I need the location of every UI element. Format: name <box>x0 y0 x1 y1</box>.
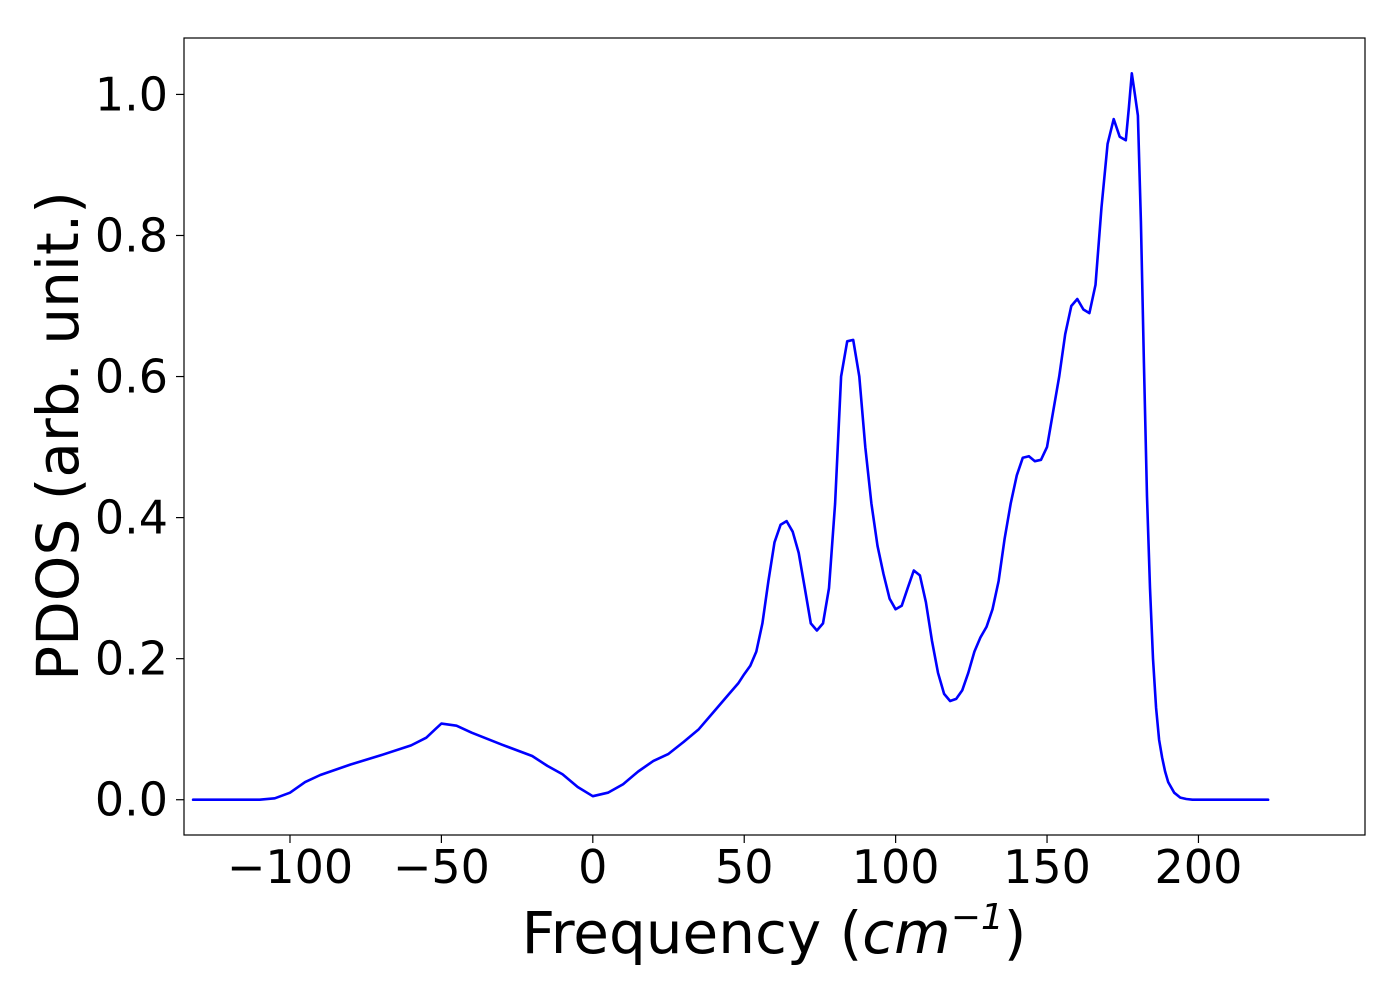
y-tick-label: 0.0 <box>95 773 168 827</box>
x-tick-label: 100 <box>852 840 940 894</box>
pdos-series-line <box>191 72 1270 801</box>
ticks-layer: −100 −50 0 50 100 150 200 0.0 0.2 0.4 0.6 0.8 1.0 <box>95 67 1243 894</box>
x-tick-label: 150 <box>1003 840 1091 894</box>
y-tick-label: 0.8 <box>95 208 168 262</box>
x-tick-label: 50 <box>715 840 774 894</box>
plot-frame <box>183 37 1366 836</box>
x-tick-label: −100 <box>227 840 353 894</box>
y-tick-label: 0.6 <box>95 350 168 404</box>
y-axis-title: PDOS (arb. unit.) <box>24 191 92 681</box>
y-tick-label: 1.0 <box>95 67 168 121</box>
x-axis-title: Frequency (cm−1) <box>522 897 1027 967</box>
x-tick-label: 0 <box>578 840 607 894</box>
y-tick-label: 0.4 <box>95 491 168 545</box>
x-tick-label: −50 <box>393 840 490 894</box>
x-tick-label: 200 <box>1155 840 1243 894</box>
y-tick-label: 0.2 <box>95 632 168 686</box>
